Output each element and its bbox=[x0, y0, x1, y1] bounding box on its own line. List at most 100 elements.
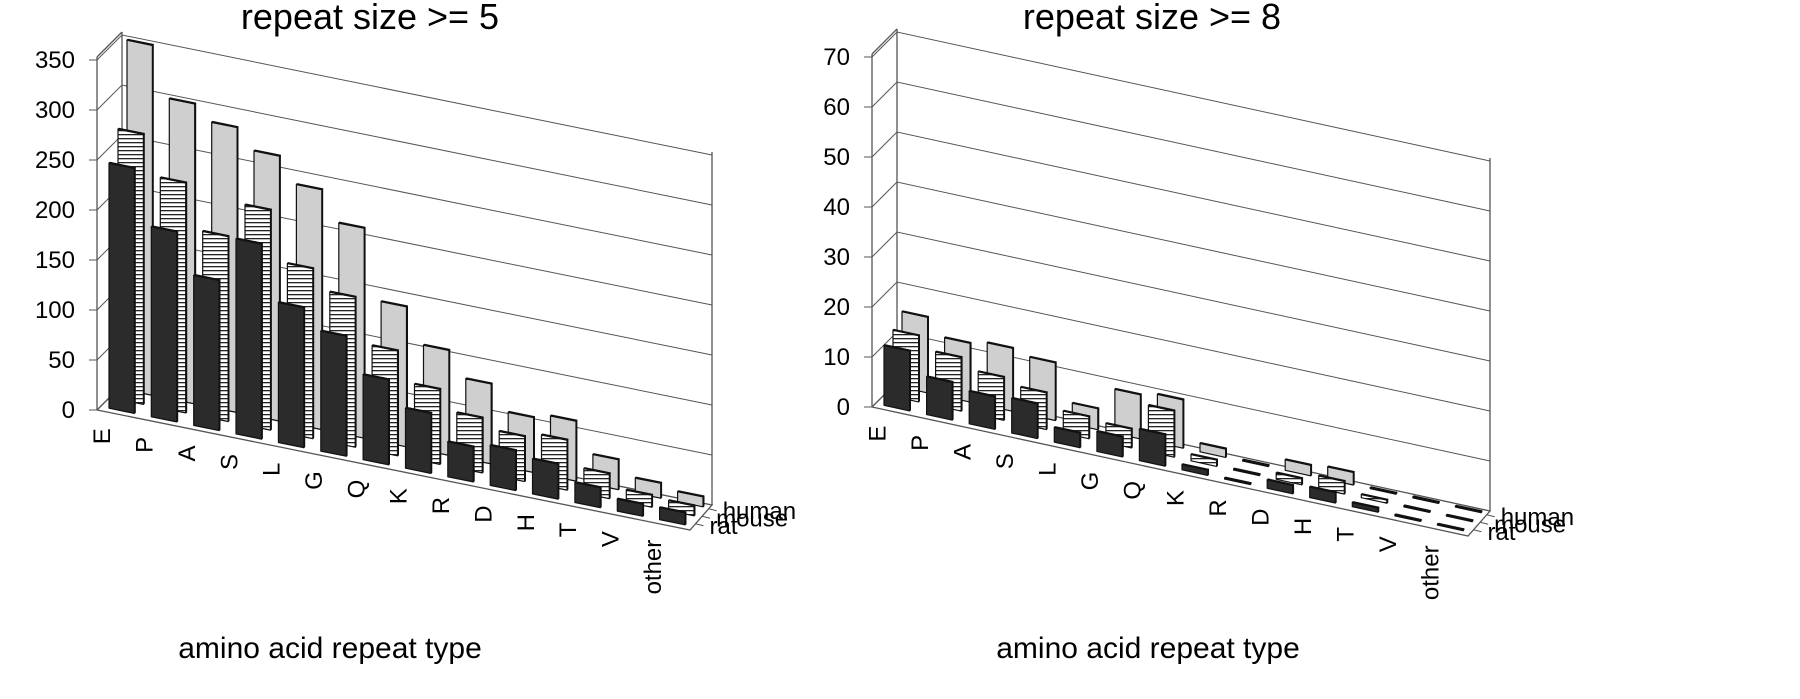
bar-top bbox=[362, 373, 390, 381]
y-tick-label: 40 bbox=[823, 194, 850, 221]
bar-top bbox=[1241, 458, 1270, 467]
series-tick-mark bbox=[1486, 514, 1495, 518]
bar-top bbox=[1114, 387, 1142, 396]
series-tick-mark bbox=[1479, 521, 1489, 525]
series-label: rat bbox=[710, 513, 738, 540]
bar-top bbox=[549, 414, 578, 422]
bar-rat-other bbox=[1436, 522, 1465, 532]
bar-rat-L bbox=[1053, 426, 1082, 449]
gridline bbox=[871, 31, 1491, 162]
bar-front bbox=[150, 226, 178, 423]
bar-top bbox=[1062, 409, 1091, 418]
y-tick-label: 30 bbox=[823, 244, 850, 271]
gridline bbox=[871, 181, 1491, 312]
bar-top bbox=[117, 127, 145, 135]
bar-rat-P bbox=[925, 375, 954, 421]
y-tick-label: 300 bbox=[35, 97, 75, 124]
bar-top bbox=[1360, 493, 1389, 501]
bar-human-other bbox=[1454, 504, 1483, 514]
y-tick-label: 50 bbox=[48, 347, 75, 374]
bar-top bbox=[277, 301, 306, 309]
bar-top bbox=[925, 375, 954, 383]
bar-front bbox=[968, 390, 996, 430]
bar-top bbox=[892, 328, 921, 337]
bar-top bbox=[1275, 471, 1304, 480]
series-label: rat bbox=[1488, 519, 1516, 546]
y-tick-label: 250 bbox=[35, 147, 75, 174]
x-tick-label: E bbox=[864, 426, 891, 442]
bar-top bbox=[286, 262, 315, 270]
bar-top bbox=[676, 490, 705, 498]
bar-top bbox=[1351, 501, 1380, 509]
bar-rat-T bbox=[1351, 501, 1380, 513]
y-tick-label: 0 bbox=[62, 397, 75, 424]
series-label: mouse bbox=[716, 505, 788, 532]
bar-front bbox=[447, 441, 474, 483]
bar-top bbox=[507, 410, 536, 419]
bar-top bbox=[404, 406, 433, 414]
x-tick-label: T bbox=[1333, 527, 1360, 542]
x-tick-label: P bbox=[132, 437, 159, 453]
bar-top bbox=[658, 506, 687, 514]
x-axis-label: amino acid repeat type bbox=[996, 632, 1300, 665]
bar-rat-K bbox=[404, 406, 433, 474]
bar-mouse-H bbox=[1318, 474, 1346, 495]
series-label: human bbox=[1501, 504, 1574, 531]
bar-top bbox=[540, 433, 569, 441]
bar-mouse-D bbox=[1275, 471, 1304, 486]
bar-human-D bbox=[1284, 458, 1313, 477]
bar-front bbox=[925, 376, 953, 421]
bar-top bbox=[1138, 427, 1167, 436]
x-tick-label: other bbox=[1418, 545, 1445, 600]
bar-top bbox=[1199, 442, 1228, 450]
bar-top bbox=[253, 149, 281, 157]
bar-top bbox=[934, 350, 963, 359]
bar-top bbox=[1318, 474, 1346, 482]
x-tick-label: A bbox=[949, 444, 976, 460]
series-rat bbox=[883, 344, 1465, 532]
gridline bbox=[96, 34, 713, 156]
y-tick-label: 100 bbox=[35, 297, 75, 324]
bar-human-V bbox=[1412, 495, 1440, 504]
y-tick-label: 50 bbox=[823, 144, 850, 171]
y-tick-label: 200 bbox=[35, 197, 75, 224]
series-tick-mark bbox=[708, 508, 717, 512]
series-tick-mark bbox=[1473, 529, 1482, 533]
bar-human-T bbox=[1369, 486, 1398, 495]
bar-human-K bbox=[1199, 442, 1228, 458]
x-tick-label: A bbox=[174, 445, 201, 461]
x-tick-label: H bbox=[1290, 518, 1317, 535]
bar-top bbox=[943, 336, 972, 344]
y-tick-label: 150 bbox=[35, 247, 75, 274]
bar-top bbox=[413, 382, 442, 390]
bar-rat-A bbox=[193, 273, 221, 432]
bar-top bbox=[168, 97, 197, 105]
series-rat bbox=[108, 161, 687, 526]
bar-top bbox=[150, 225, 179, 233]
bar-top bbox=[202, 229, 230, 238]
bar-front bbox=[320, 330, 347, 457]
chart-title: repeat size >= 5 bbox=[241, 0, 499, 37]
x-tick-label: K bbox=[386, 488, 413, 504]
bar-top bbox=[531, 457, 560, 465]
bar-top bbox=[498, 429, 527, 438]
bar-top bbox=[1412, 495, 1440, 503]
y-tick-label: 350 bbox=[35, 47, 75, 74]
bar-mouse-K bbox=[1190, 453, 1219, 467]
bar-front bbox=[531, 458, 559, 500]
bar-top bbox=[1020, 385, 1048, 394]
bar-top bbox=[1096, 430, 1124, 438]
bar-top bbox=[616, 497, 645, 505]
bar-rat-E bbox=[108, 161, 136, 414]
bar-front bbox=[277, 301, 305, 449]
x-tick-label: R bbox=[428, 497, 455, 514]
bar-top bbox=[456, 411, 484, 419]
bar-top bbox=[1445, 513, 1474, 522]
x-tick-label: T bbox=[555, 522, 582, 537]
bar-rat-E bbox=[883, 344, 912, 412]
bar-rat-other bbox=[658, 506, 687, 526]
x-tick-label: V bbox=[597, 531, 624, 547]
bar-top bbox=[901, 310, 930, 318]
